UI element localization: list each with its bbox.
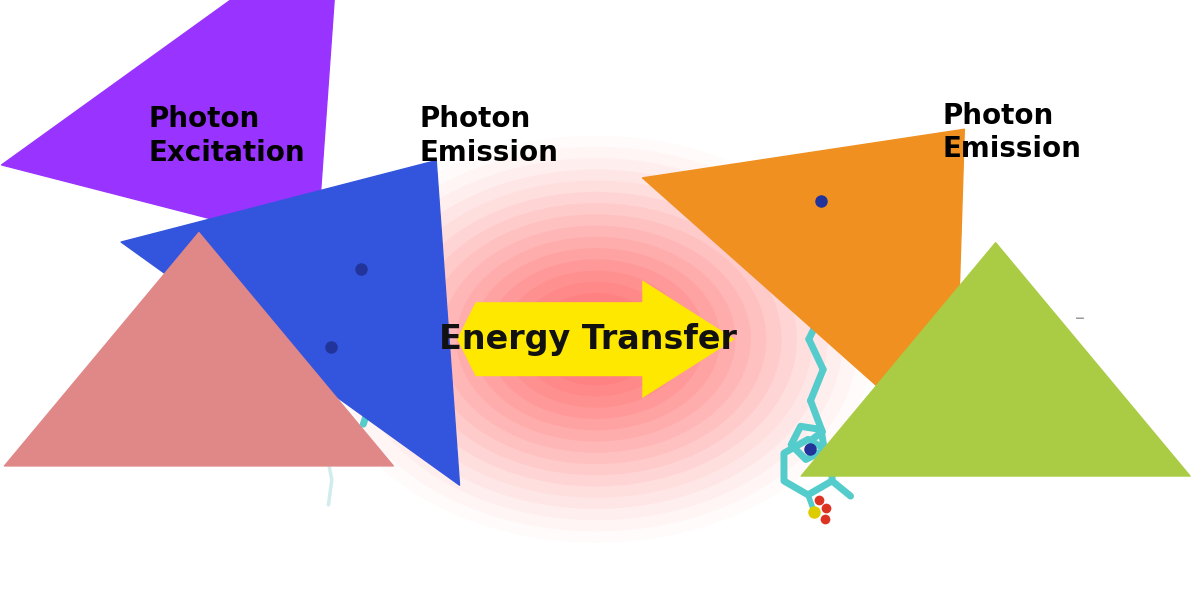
Text: Photon
Excitation: Photon Excitation: [149, 105, 305, 167]
Ellipse shape: [442, 226, 751, 453]
Text: Dipole: Dipole: [964, 293, 977, 335]
Ellipse shape: [548, 304, 643, 374]
Text: Photon
Emission: Photon Emission: [419, 105, 558, 167]
Ellipse shape: [379, 181, 812, 498]
Ellipse shape: [580, 327, 613, 352]
Ellipse shape: [503, 271, 690, 408]
Ellipse shape: [533, 293, 659, 385]
Ellipse shape: [472, 248, 720, 430]
Ellipse shape: [517, 282, 674, 397]
Ellipse shape: [410, 203, 781, 475]
Ellipse shape: [395, 192, 797, 487]
Text: Energy Transfer: Energy Transfer: [439, 323, 737, 356]
Text: –: –: [1075, 308, 1085, 328]
Polygon shape: [457, 280, 734, 398]
Text: Photon
Emission: Photon Emission: [943, 102, 1081, 163]
Ellipse shape: [564, 316, 628, 363]
Ellipse shape: [426, 214, 767, 464]
Ellipse shape: [487, 259, 704, 419]
Text: Dipole: Dipole: [164, 283, 178, 325]
Ellipse shape: [456, 237, 736, 442]
